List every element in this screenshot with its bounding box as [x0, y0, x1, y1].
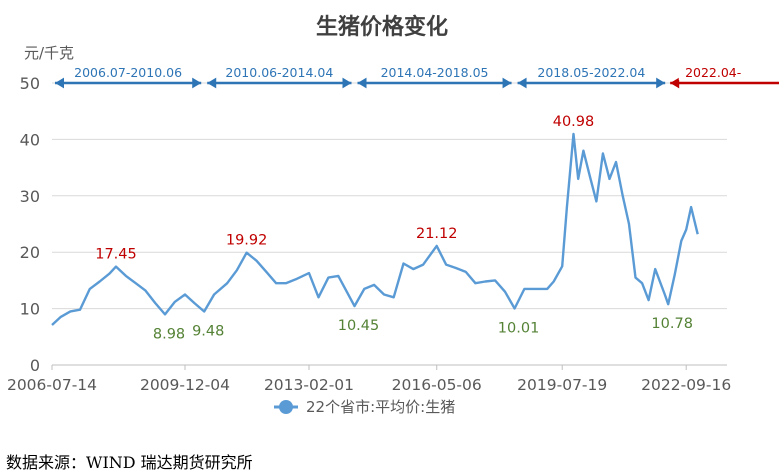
peak-value-label: 17.45 [95, 247, 137, 263]
peak-value-label: 40.98 [553, 114, 595, 130]
y-tick-label: 0 [30, 356, 40, 375]
cycle-arrow-head-right [342, 77, 352, 89]
cycle-arrow-head-right [502, 77, 512, 89]
chart-title: 生猪价格变化 [316, 14, 448, 40]
trough-value-label: 10.01 [498, 321, 540, 337]
cycle-label: 2014.04-2018.05 [381, 65, 489, 80]
y-axis-unit-label: 元/千克 [24, 44, 74, 62]
trough-value-label: 9.48 [192, 324, 224, 340]
x-tick-label: 2022-09-16 [641, 376, 731, 394]
x-tick-label: 2006-07-14 [7, 376, 97, 394]
trough-value-label: 10.45 [338, 318, 380, 334]
trough-value-label: 8.98 [153, 326, 185, 342]
cycle-arrow-head-left [517, 77, 527, 89]
x-tick-label: 2019-07-19 [517, 376, 607, 394]
cycle-label: 2018.05-2022.04 [537, 65, 645, 80]
cycle-label-bg [218, 64, 341, 80]
cycle-label: 2006.07-2010.06 [74, 65, 182, 80]
y-tick-label: 50 [20, 74, 40, 93]
x-tick-label: 2009-12-04 [140, 376, 230, 394]
chart-svg: 2006.07-2010.06 2010.06-2014.04 2014.04-20… [7, 14, 779, 416]
cycle-label-bg [530, 64, 653, 80]
legend-label: 22个省市:平均价:生猪 [306, 398, 455, 416]
cycle-label-bg [67, 64, 190, 80]
peak-value-label: 19.92 [226, 233, 268, 249]
price-series-line [51, 132, 699, 326]
y-tick-label: 30 [20, 187, 40, 206]
peak-value-label: 21.12 [416, 226, 458, 242]
cycle-arrow-head-left [207, 77, 217, 89]
y-tick-label: 10 [20, 300, 40, 319]
legend-marker [279, 400, 293, 414]
trough-value-label: 10.78 [651, 316, 693, 332]
cycle-arrow-head-left [357, 77, 367, 89]
data-source-note: 数据来源：WIND 瑞达期货研究所 [6, 453, 253, 472]
cycle-label: 2022.04- [685, 65, 741, 80]
cycle-label-bg [373, 64, 496, 80]
y-tick-label: 20 [20, 243, 40, 262]
cycle-arrow-head-right [656, 77, 666, 89]
cycle-arrow-head-left [55, 77, 64, 89]
cycle-label: 2010.06-2014.04 [225, 65, 333, 80]
x-tick-label: 2016-05-06 [392, 376, 482, 394]
cycle-arrow-head-right [192, 77, 202, 89]
y-tick-label: 40 [20, 130, 40, 149]
cycle-label-bg [678, 64, 748, 80]
x-tick-label: 2013-02-01 [264, 376, 354, 394]
cycle-arrow-head-left [670, 77, 680, 89]
